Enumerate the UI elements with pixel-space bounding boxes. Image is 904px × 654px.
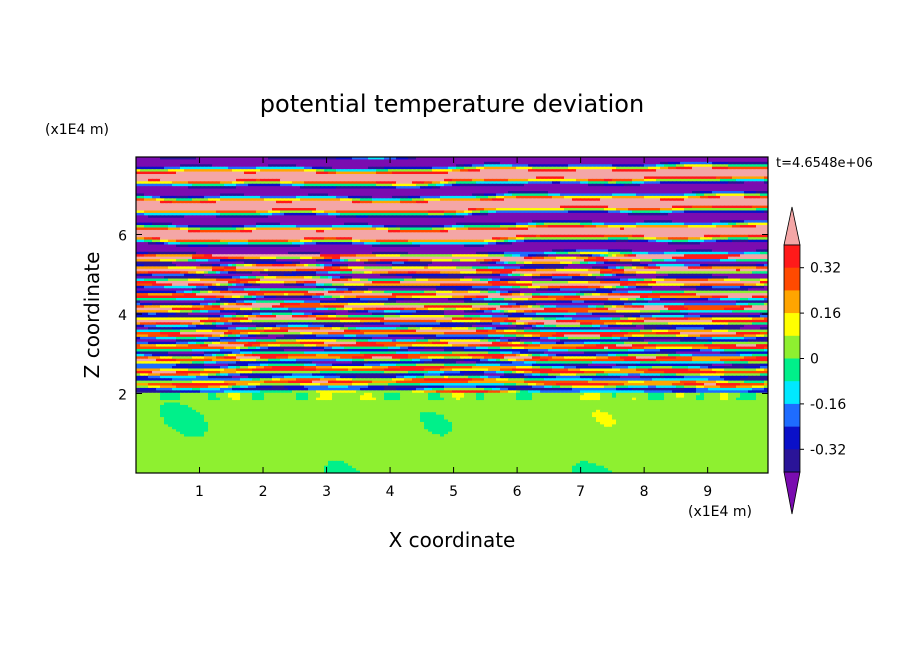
time-label: t=4.6548e+06 bbox=[776, 156, 873, 171]
y-unit-label: (x1E4 m) bbox=[45, 122, 109, 138]
contour-field bbox=[136, 157, 769, 474]
chart-title: potential temperature deviation bbox=[260, 90, 644, 118]
